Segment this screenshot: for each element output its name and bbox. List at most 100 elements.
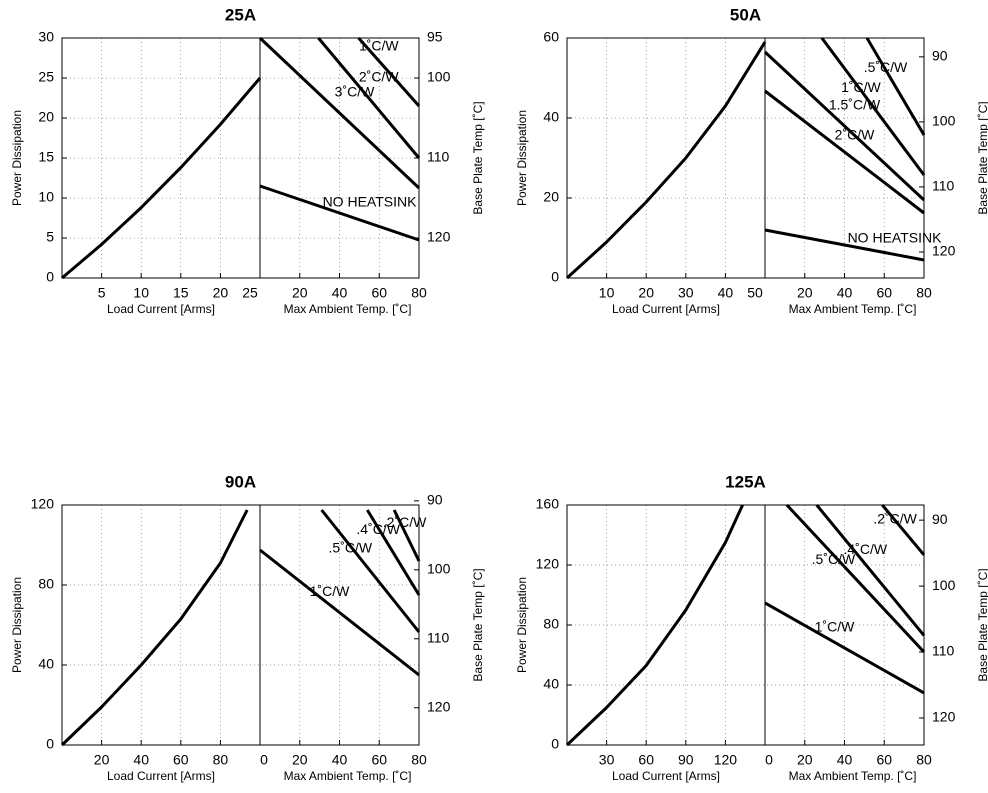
x-tick-label: 40	[837, 752, 853, 768]
y-tick-label: 40	[543, 676, 559, 692]
y-tick-label: 80	[38, 576, 54, 592]
y2-axis-label: Base Plate Temp [˚C]	[976, 568, 988, 681]
x-tick-label: 20	[797, 285, 813, 301]
y-tick-label: 5	[46, 229, 54, 245]
x-tick-label: 60	[173, 752, 189, 768]
x-tick-label: 60	[876, 285, 892, 301]
y2-tick-label: 95	[427, 29, 443, 45]
x-tick-label: 60	[876, 752, 892, 768]
x-tick-label: 0	[260, 752, 268, 768]
y2-tick-label: 90	[932, 511, 948, 527]
x-tick-label: 90	[678, 752, 694, 768]
y2-tick-label: 100	[932, 113, 956, 129]
x-tick-label: 60	[371, 752, 387, 768]
y2-tick-label: 110	[427, 149, 450, 165]
x-tick-label: 20	[292, 285, 308, 301]
x-tick-label: 40	[332, 752, 348, 768]
y-tick-label: 120	[31, 496, 55, 512]
y2-tick-label: 120	[427, 698, 451, 714]
derating-line	[259, 184, 420, 242]
panel-title: 25A	[225, 5, 256, 24]
x-tick-label: 20	[94, 752, 110, 768]
y2-tick-label: 110	[427, 629, 450, 645]
x-tick-label: 40	[133, 752, 149, 768]
x-axis-label: Max Ambient Temp. [˚C]	[284, 302, 412, 316]
y-tick-label: 15	[38, 149, 54, 165]
panel-title: 90A	[225, 472, 256, 491]
y-tick-label: 20	[38, 109, 54, 125]
line-label: .5˚C/W	[812, 551, 856, 567]
line-label: .5˚C/W	[864, 59, 908, 75]
x-tick-label: 50	[747, 285, 763, 301]
x-tick-label: 80	[213, 752, 229, 768]
y2-axis-label: Base Plate Temp [˚C]	[976, 101, 988, 214]
x-axis-label: Max Ambient Temp. [˚C]	[789, 302, 917, 316]
y-axis-label: Power Dissipation	[10, 577, 24, 673]
x-tick-label: 15	[173, 285, 189, 301]
line-label: .5˚C/W	[329, 540, 373, 556]
y2-tick-label: 110	[932, 643, 955, 659]
x-tick-label: 60	[638, 752, 654, 768]
line-label: .2˚C/W	[383, 514, 427, 530]
y2-tick-label: 110	[932, 178, 955, 194]
derating-line	[881, 504, 926, 556]
y-axis-label: Power Dissipation	[515, 577, 529, 673]
derating-line	[763, 50, 926, 202]
y-tick-label: 30	[38, 29, 54, 45]
line-label: .4˚C/W	[356, 521, 400, 537]
y2-tick-label: 100	[932, 577, 956, 593]
y-tick-label: 0	[551, 269, 559, 285]
derating-line	[764, 228, 925, 262]
y-tick-label: 10	[38, 189, 54, 205]
y2-tick-label: 120	[427, 229, 451, 245]
x-axis-label: Max Ambient Temp. [˚C]	[284, 769, 412, 783]
y-axis-label: Power Dissipation	[515, 110, 529, 206]
panel: 50A 0 20 40 60 10 20 30 40 50 20 40 60 80 90 100 110 120 L…	[515, 5, 988, 316]
power-curve	[565, 504, 744, 747]
y-tick-label: 0	[551, 736, 559, 752]
power-curve	[60, 509, 249, 747]
derating-line	[317, 37, 421, 159]
y-tick-label: 60	[543, 29, 559, 45]
line-label: NO HEATSINK	[323, 194, 418, 210]
y-tick-label: 0	[46, 269, 54, 285]
y-tick-label: 25	[38, 69, 54, 85]
y-tick-label: 120	[536, 556, 560, 572]
x-axis-label: Load Current [Arms]	[612, 769, 720, 783]
line-label: 1˚C/W	[841, 79, 881, 95]
derating-line	[764, 89, 925, 215]
y2-tick-label: 120	[932, 243, 956, 259]
derating-line	[865, 37, 926, 136]
derating-line	[392, 509, 421, 562]
x-tick-label: 40	[718, 285, 734, 301]
line-label: .4˚C/W	[844, 541, 888, 557]
x-tick-label: 10	[599, 285, 615, 301]
x-axis-label: Load Current [Arms]	[612, 302, 720, 316]
x-tick-label: 20	[797, 752, 813, 768]
x-tick-label: 80	[916, 285, 932, 301]
x-tick-label: 80	[411, 752, 427, 768]
y-tick-label: 40	[38, 656, 54, 672]
derating-line	[785, 503, 926, 654]
x-tick-label: 20	[292, 752, 308, 768]
y-tick-label: 40	[543, 109, 559, 125]
y2-tick-label: 120	[932, 709, 956, 725]
x-tick-label: 5	[98, 285, 106, 301]
line-label: NO HEATSINK	[848, 230, 943, 246]
derating-line	[259, 548, 420, 677]
panel: 90A 0 40 80 120 20 40 60 80 0 20 40 60 80 90 100 110 120 L…	[10, 472, 485, 783]
x-tick-label: 30	[599, 752, 615, 768]
derating-line	[820, 37, 926, 176]
line-label: 1˚C/W	[310, 583, 350, 599]
y2-tick-label: 90	[932, 48, 948, 64]
plot-frame	[566, 37, 925, 279]
panel-title: 50A	[730, 5, 761, 24]
y2-axis-label: Base Plate Temp [˚C]	[471, 568, 485, 681]
derating-line	[815, 504, 926, 637]
x-tick-label: 60	[371, 285, 387, 301]
x-tick-label: 30	[678, 285, 694, 301]
x-axis-label: Load Current [Arms]	[107, 769, 215, 783]
x-tick-label: 25	[242, 285, 258, 301]
x-tick-label: 10	[133, 285, 149, 301]
